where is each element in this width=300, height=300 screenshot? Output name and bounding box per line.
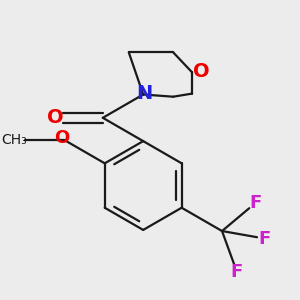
Text: N: N [136, 84, 152, 103]
Text: F: F [259, 230, 271, 247]
Text: O: O [55, 129, 70, 147]
Text: F: F [231, 263, 243, 281]
Text: F: F [249, 194, 261, 212]
Text: O: O [193, 62, 209, 81]
Text: CH₃: CH₃ [2, 133, 27, 147]
Text: O: O [47, 108, 64, 127]
